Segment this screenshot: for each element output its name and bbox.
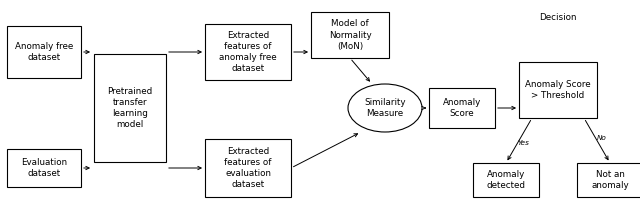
Text: Extracted
features of
evaluation
dataset: Extracted features of evaluation dataset [224, 147, 272, 189]
FancyBboxPatch shape [473, 163, 539, 197]
Text: Pretrained
transfer
learning
model: Pretrained transfer learning model [108, 87, 152, 129]
Text: Yes: Yes [517, 140, 529, 146]
FancyBboxPatch shape [429, 88, 495, 128]
FancyBboxPatch shape [205, 139, 291, 197]
Text: Extracted
features of
anomaly free
dataset: Extracted features of anomaly free datas… [219, 31, 277, 73]
FancyBboxPatch shape [577, 163, 640, 197]
Text: Anomaly Score
> Threshold: Anomaly Score > Threshold [525, 80, 591, 100]
Text: Not an
anomaly: Not an anomaly [591, 170, 629, 190]
FancyBboxPatch shape [205, 24, 291, 80]
FancyBboxPatch shape [519, 62, 597, 118]
Text: Decision: Decision [540, 13, 577, 23]
FancyBboxPatch shape [94, 54, 166, 162]
Text: Anomaly free
dataset: Anomaly free dataset [15, 42, 73, 62]
FancyBboxPatch shape [7, 149, 81, 187]
Text: Evaluation
dataset: Evaluation dataset [21, 158, 67, 178]
Text: Anomaly
Score: Anomaly Score [443, 98, 481, 118]
FancyBboxPatch shape [311, 12, 389, 58]
Ellipse shape [348, 84, 422, 132]
Text: Similarity
Measure: Similarity Measure [364, 98, 406, 118]
Text: Model of
Normality
(MoN): Model of Normality (MoN) [329, 19, 371, 51]
Text: Anomaly
detected: Anomaly detected [486, 170, 525, 190]
FancyBboxPatch shape [7, 26, 81, 78]
Text: No: No [596, 135, 606, 141]
